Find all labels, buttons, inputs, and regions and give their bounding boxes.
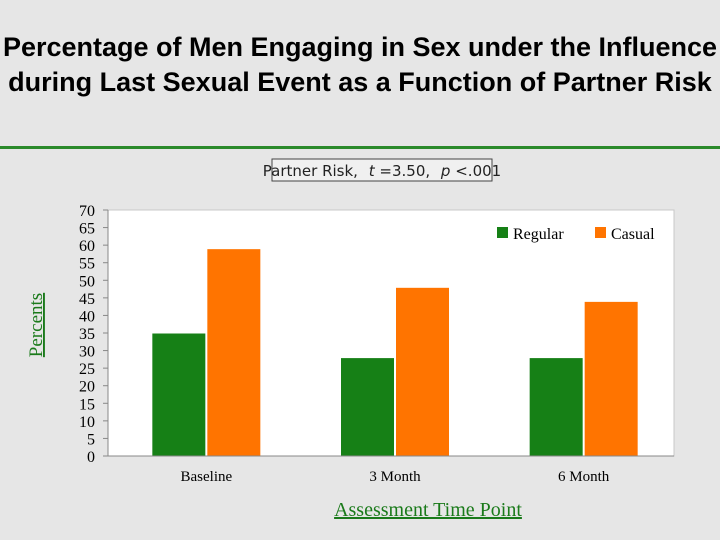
y-tick-label: 70 <box>79 203 95 220</box>
y-tick-label: 50 <box>79 273 95 290</box>
y-tick-label: 10 <box>79 414 95 431</box>
stat-annotation: Partner Risk, t =3.50, p <.001 <box>263 158 501 182</box>
legend-swatch-regular <box>497 227 508 238</box>
annotation-prefix: Partner Risk, <box>263 162 358 180</box>
x-tick-label: 6 Month <box>558 469 610 485</box>
bar-casual-6-month <box>583 300 639 457</box>
legend-label-regular: Regular <box>513 226 564 243</box>
title-divider <box>0 146 720 149</box>
x-axis-label: Assessment Time Point <box>334 499 522 521</box>
bar-regular-3-month <box>340 357 395 457</box>
bar-casual-3-month <box>395 286 450 457</box>
y-tick-label: 20 <box>79 379 95 396</box>
bar-regular-6-month <box>528 357 584 457</box>
legend-swatch-casual <box>595 227 606 238</box>
y-tick-label: 45 <box>79 291 95 308</box>
annotation-t-symbol: t <box>369 162 376 180</box>
annotation-p-symbol: p <box>440 162 451 180</box>
y-tick-label: 15 <box>79 396 95 413</box>
y-tick-label: 65 <box>79 221 95 238</box>
x-tick-label: 3 Month <box>369 469 421 485</box>
x-tick-label: Baseline <box>181 469 233 485</box>
y-tick-label: 55 <box>79 256 95 273</box>
y-tick-label: 40 <box>79 308 95 325</box>
legend-label-casual: Casual <box>611 226 655 243</box>
y-tick-label: 0 <box>87 449 95 466</box>
y-tick-label: 35 <box>79 326 95 343</box>
bars <box>151 248 639 457</box>
svg-text:Partner Risk, t =3: Partner Risk, t =3.50, p <.001 <box>263 162 501 180</box>
y-tick-label: 25 <box>79 361 95 378</box>
y-tick-label: 60 <box>79 238 95 255</box>
bar-casual-baseline <box>206 248 262 457</box>
annotation-t-value: =3.50, <box>379 162 430 180</box>
chart-title: Percentage of Men Engaging in Sex under … <box>2 32 718 97</box>
x-axis: Baseline 3 Month 6 Month <box>108 455 674 485</box>
y-tick-label: 30 <box>79 344 95 361</box>
stat-annotation-box <box>271 158 493 182</box>
y-tick-label: 5 <box>87 431 95 448</box>
y-axis-label: Percents <box>26 293 47 357</box>
annotation-p-value: <.001 <box>455 162 501 180</box>
bar-regular-baseline <box>151 332 207 457</box>
legend: Regular Casual <box>497 226 655 243</box>
